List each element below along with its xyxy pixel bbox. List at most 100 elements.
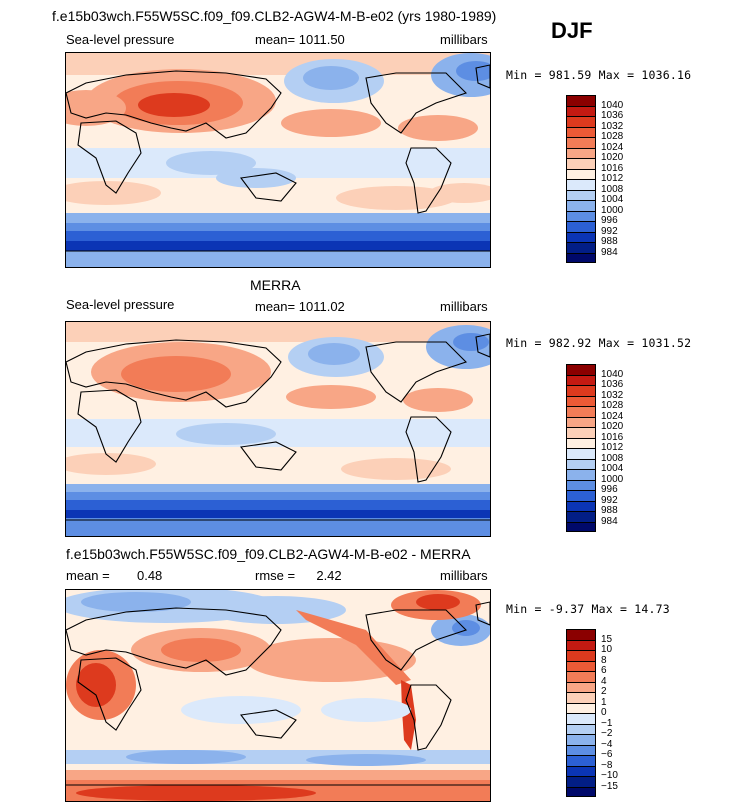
colorbar-cell — [566, 427, 596, 438]
panel-obs-mean: mean= 1011.02 — [255, 299, 345, 314]
colorbar-level-label: 1004 — [601, 463, 624, 474]
colorbar-cell — [566, 692, 596, 703]
colorbar-cell — [566, 158, 596, 169]
colorbar-level-label: 1016 — [601, 162, 624, 174]
colorbar-cell — [566, 179, 596, 190]
colorbar-level-label: 1012 — [601, 173, 624, 184]
colorbar-level-label: −1 — [601, 717, 613, 729]
colorbar-level-label: 1036 — [601, 110, 624, 121]
panel-obs-map — [65, 321, 491, 537]
colorbar-cell — [566, 639, 596, 650]
colorbar-cell — [566, 776, 596, 787]
colorbar-level-label: −6 — [601, 749, 613, 760]
colorbar-level-label: −8 — [601, 759, 613, 771]
colorbar-cell — [566, 374, 596, 385]
panel-diff-units: millibars — [440, 568, 488, 583]
panel-obs-units: millibars — [440, 299, 488, 314]
colorbar-cell — [566, 395, 596, 406]
panel-obs-mean-label: mean= — [255, 299, 296, 314]
panel-model-variable: Sea-level pressure — [66, 32, 175, 47]
panel-diff-mean-label: mean = — [66, 568, 110, 583]
colorbar-cell — [566, 252, 596, 263]
panel-diff-rmse-value: 2.42 — [316, 568, 342, 583]
panel-diff-rmse-label: rmse = — [255, 568, 296, 583]
colorbar-level-label: −4 — [601, 738, 613, 750]
panel-diff-header: f.e15b03wch.F55W5SC.f09_f09.CLB2-AGW4-M-… — [66, 546, 471, 562]
panel-model-mean: mean= 1011.50 — [255, 32, 345, 47]
colorbar-level-label: −10 — [601, 770, 618, 781]
colorbar-cell — [566, 437, 596, 448]
colorbar-cell — [566, 221, 596, 232]
colorbar-level-label: 1004 — [601, 194, 624, 205]
colorbar-cell — [566, 385, 596, 396]
colorbar-cell — [566, 116, 596, 127]
panel-diff-map — [65, 589, 491, 802]
panel-diff-contours — [66, 590, 490, 801]
colorbar-cell — [566, 734, 596, 745]
colorbar-level-label: 1032 — [601, 389, 624, 401]
colorbar-level-label: 1012 — [601, 442, 624, 453]
colorbar-cell — [566, 137, 596, 148]
colorbar-cell — [566, 702, 596, 713]
colorbar-cell — [566, 681, 596, 692]
colorbar-level-label: −2 — [601, 728, 613, 739]
colorbar-frame — [566, 95, 596, 263]
colorbar-level-label: 1000 — [601, 473, 624, 485]
panel-model-map — [65, 52, 491, 268]
colorbar-cell — [566, 755, 596, 766]
case-title: f.e15b03wch.F55W5SC.f09_f09.CLB2-AGW4-M-… — [52, 8, 497, 24]
colorbar-level-label: 1008 — [601, 452, 624, 464]
colorbar-level-label: 1024 — [601, 141, 624, 153]
colorbar-cell — [566, 105, 596, 116]
colorbar-cell — [566, 200, 596, 211]
panel-model-contours — [66, 53, 490, 267]
panel-obs-header: MERRA — [250, 277, 301, 293]
panel-model-mean-label: mean= — [255, 32, 296, 47]
panel-diff-mean: mean = 0.48 — [66, 568, 162, 583]
colorbar-level-label: 1028 — [601, 400, 624, 411]
colorbar-cell — [566, 500, 596, 511]
colorbar-level-label: 988 — [601, 236, 618, 247]
season-label: DJF — [551, 18, 593, 43]
colorbar-frame — [566, 629, 596, 797]
colorbar-level-label: 992 — [601, 494, 618, 506]
colorbar-cell — [566, 189, 596, 200]
panel-obs-mean-value: 1011.02 — [298, 299, 345, 314]
colorbar-cell — [566, 650, 596, 661]
colorbar-cell — [566, 469, 596, 480]
panel-diff-minmax: Min = -9.37 Max = 14.73 — [506, 602, 670, 616]
panel-diff-rmse: rmse = 2.42 — [255, 568, 342, 583]
colorbar-frame — [566, 364, 596, 532]
colorbar-level-label: 8 — [601, 654, 607, 666]
colorbar-level-label: 1032 — [601, 120, 624, 132]
colorbar-cell — [566, 210, 596, 221]
colorbar-cell — [566, 242, 596, 253]
colorbar-cell — [566, 671, 596, 682]
colorbar-cell — [566, 458, 596, 469]
colorbar-cell — [566, 786, 596, 797]
colorbar-level-label: 6 — [601, 665, 607, 676]
colorbar-cell — [566, 723, 596, 734]
colorbar-cell — [566, 479, 596, 490]
panel-obs-minmax: Min = 982.92 Max = 1031.52 — [506, 336, 692, 350]
colorbar-level-label: 988 — [601, 505, 618, 516]
colorbar-cell — [566, 168, 596, 179]
colorbar-level-label: 1016 — [601, 431, 624, 443]
panel-model-mean-value: 1011.50 — [298, 32, 345, 47]
colorbar-cell — [566, 416, 596, 427]
colorbar-level-label: 996 — [601, 215, 618, 226]
colorbar-level-label: 1 — [601, 696, 607, 708]
colorbar-level-label: 1040 — [601, 99, 624, 111]
colorbar-level-label: 1000 — [601, 204, 624, 216]
panel-model-units: millibars — [440, 32, 488, 47]
colorbar-level-label: 1008 — [601, 183, 624, 195]
colorbar-cell — [566, 406, 596, 417]
colorbar-level-label: 1040 — [601, 368, 624, 380]
colorbar-cell — [566, 126, 596, 137]
colorbar-level-label: 984 — [601, 515, 618, 527]
panel-obs-contours — [66, 322, 490, 536]
colorbar-cell — [566, 521, 596, 532]
colorbar-cell — [566, 448, 596, 459]
panel-model-minmax: Min = 981.59 Max = 1036.16 — [506, 68, 692, 82]
colorbar-cell — [566, 490, 596, 501]
